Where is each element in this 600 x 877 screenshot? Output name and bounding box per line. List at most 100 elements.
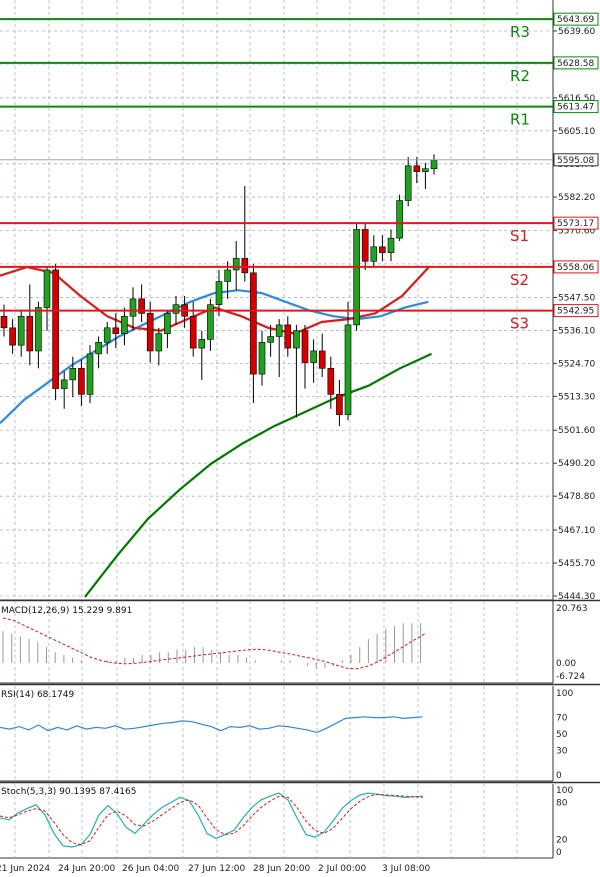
candle-body xyxy=(146,313,154,352)
time-axis-label: 3 Jul 08:00 xyxy=(382,864,431,874)
time-axis-label: 28 Jun 20:00 xyxy=(253,864,310,874)
candle-body xyxy=(0,315,8,329)
support-tag-S1 xyxy=(553,216,599,230)
candle-body xyxy=(189,315,197,349)
candle-body xyxy=(379,246,386,253)
price-tick-label: 5547.50 xyxy=(558,293,595,303)
price-tick-label: 5605.10 xyxy=(558,127,595,137)
price-tick-label: 5490.20 xyxy=(558,459,595,469)
stoch-d-line xyxy=(0,793,424,846)
support-label-S3: 5542.95 xyxy=(557,307,594,317)
rsi-axis-label: 30 xyxy=(556,746,568,756)
candle-body xyxy=(413,165,421,172)
price-tick-label: 5455.70 xyxy=(558,559,595,569)
rsi-line xyxy=(0,716,423,734)
candle-body xyxy=(301,330,309,363)
candle-body xyxy=(52,269,59,389)
time-axis-label: 24 Jun 20:00 xyxy=(58,864,115,874)
panel-bg-1 xyxy=(0,601,553,683)
resistance-tag-R3 xyxy=(553,12,599,26)
price-tick-label: 5616.50 xyxy=(558,94,595,104)
ma-green-line xyxy=(84,352,432,598)
candle-body xyxy=(121,315,128,334)
time-axis-label: 26 Jun 04:00 xyxy=(122,864,179,874)
rsi-axis-label: 70 xyxy=(556,714,568,724)
candle-body xyxy=(35,307,42,352)
candle-body xyxy=(26,315,34,352)
rsi-axis-label: 50 xyxy=(556,730,568,740)
resistance-tag-R2 xyxy=(553,56,599,70)
candle-body xyxy=(353,229,360,326)
current-price-tag xyxy=(553,153,599,167)
candle-body xyxy=(103,327,111,343)
price-tick-label: 5536.10 xyxy=(558,326,595,336)
candle-body xyxy=(215,281,223,305)
panel-bg-0 xyxy=(0,0,553,600)
candle-body xyxy=(327,368,335,395)
candle-body xyxy=(60,379,68,389)
time-axis-label: 2 Jul 00:00 xyxy=(318,864,367,874)
support-name-S1: S1 xyxy=(510,227,529,245)
candle-body xyxy=(258,341,266,375)
rsi-label: RSI(14) 68.1749 xyxy=(1,690,74,700)
panel-bg-3 xyxy=(0,784,553,858)
candle-body xyxy=(275,324,283,337)
rsi-axis-label: 0 xyxy=(556,771,562,781)
candle-body xyxy=(387,237,395,253)
macd-label: MACD(12,26,9) 15.229 9.891 xyxy=(1,606,132,616)
time-axis-label: 27 Jun 12:00 xyxy=(188,864,245,874)
support-name-S3: S3 xyxy=(510,315,529,333)
resistance-label-R1: 5613.47 xyxy=(557,103,594,113)
candle-body xyxy=(69,368,77,381)
candle-body xyxy=(336,394,343,415)
rsi-axis-label: 100 xyxy=(556,689,573,699)
candle-body xyxy=(112,327,120,334)
stoch-axis-label: 80 xyxy=(556,798,568,808)
macd-axis-label: -6.724 xyxy=(556,672,585,682)
support-tag-S2 xyxy=(553,260,599,274)
price-tick-label: 5524.70 xyxy=(558,359,595,369)
candle-body xyxy=(207,304,214,340)
macd-axis-label: 0.00 xyxy=(556,659,576,669)
candle-body xyxy=(232,258,240,271)
price-tick-label: 5570.60 xyxy=(558,227,595,237)
stoch-label: Stoch(5,3,3) 90.1395 87.4165 xyxy=(1,787,136,797)
candle-body xyxy=(310,350,317,363)
price-tick-label: 5478.80 xyxy=(558,492,595,502)
resistance-label-R3: 5643.69 xyxy=(557,15,594,25)
candle-body xyxy=(250,272,257,375)
candle-body xyxy=(9,327,16,346)
price-tick-label: 5639.60 xyxy=(558,27,595,37)
support-tag-S3 xyxy=(553,304,599,318)
candle-body xyxy=(95,341,102,355)
stoch-axis-label: 20 xyxy=(556,836,568,846)
resistance-name-R2: R2 xyxy=(510,67,530,85)
resistance-name-R3: R3 xyxy=(510,23,530,41)
candle-body xyxy=(396,200,403,239)
candle-body xyxy=(284,324,292,349)
candle-body xyxy=(422,168,429,172)
price-tick-label: 5444.30 xyxy=(558,592,595,602)
panel-bg-2 xyxy=(0,686,553,781)
time-axis-label: 21 Jun 2024 xyxy=(0,864,50,874)
resistance-name-R1: R1 xyxy=(510,111,530,129)
stoch-axis-label: 100 xyxy=(556,786,573,796)
candle-body xyxy=(241,258,249,274)
candle-body xyxy=(129,298,137,317)
candle-body xyxy=(361,229,369,262)
candle-body xyxy=(293,330,300,349)
candle-body xyxy=(224,269,231,282)
current-price-label: 5595.08 xyxy=(557,156,594,166)
price-tick-label: 5467.10 xyxy=(558,526,595,536)
candle-body xyxy=(172,304,180,314)
macd-axis-label: 20.763 xyxy=(556,604,588,614)
price-tick-label: 5582.20 xyxy=(558,193,595,203)
candle-body xyxy=(155,333,163,352)
support-name-S2: S2 xyxy=(510,271,529,289)
price-tick-label: 5501.60 xyxy=(558,426,595,436)
candle-body xyxy=(430,159,438,170)
candle-body xyxy=(404,165,412,201)
support-label-S1: 5573.17 xyxy=(557,219,594,229)
stoch-axis-label: 0 xyxy=(556,848,562,858)
